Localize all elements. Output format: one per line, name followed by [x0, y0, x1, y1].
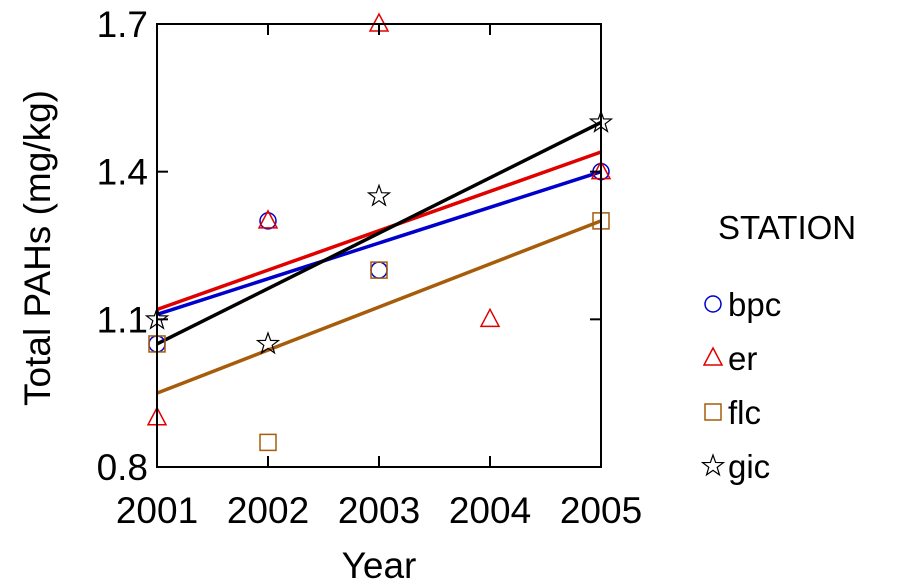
legend-marker-bpc — [704, 295, 722, 313]
data-point-flc — [259, 433, 277, 452]
legend-marker-gic — [700, 453, 726, 477]
data-point-gic — [366, 183, 392, 207]
trendline-gic — [156, 120, 602, 346]
y-tick-label: 1.7 — [97, 4, 148, 45]
x-tick-label: 2004 — [449, 490, 531, 531]
data-point-gic — [255, 331, 281, 355]
legend-label-er: er — [728, 340, 757, 377]
data-point-bpc — [370, 261, 388, 279]
y-tick-label: 1.4 — [97, 152, 148, 193]
chart-marks — [144, 12, 614, 452]
data-point-er — [257, 209, 279, 229]
y-tick-label: 1.1 — [97, 299, 148, 340]
legend-label-flc: flc — [728, 394, 761, 431]
data-point-flc — [370, 261, 388, 279]
legend-label-bpc: bpc — [728, 286, 781, 323]
x-axis-title: Year — [342, 545, 417, 586]
trendline-er — [156, 150, 602, 312]
x-tick-label: 2001 — [116, 490, 198, 531]
data-point-er — [479, 307, 501, 328]
legend-marker-er — [702, 346, 724, 366]
legend-marker-flc — [704, 403, 722, 421]
x-tick-label: 2002 — [227, 490, 309, 531]
legend-label-gic: gic — [728, 448, 770, 485]
legend: bpc er flc gic — [700, 286, 781, 485]
x-tick-label: 2005 — [560, 490, 642, 531]
y-tick-label: 0.8 — [97, 447, 148, 488]
x-tick-label: 2003 — [338, 490, 420, 531]
legend-title: STATION — [718, 209, 856, 246]
y-axis-title: Total PAHs (mg/kg) — [17, 90, 58, 406]
axis-ticks: 2001 2002 2003 2004 2005 0.8 1.1 1.4 1.7 — [97, 4, 643, 531]
data-point-bpc — [259, 212, 277, 230]
trendline-bpc — [156, 170, 602, 317]
trendline-flc — [156, 219, 602, 395]
